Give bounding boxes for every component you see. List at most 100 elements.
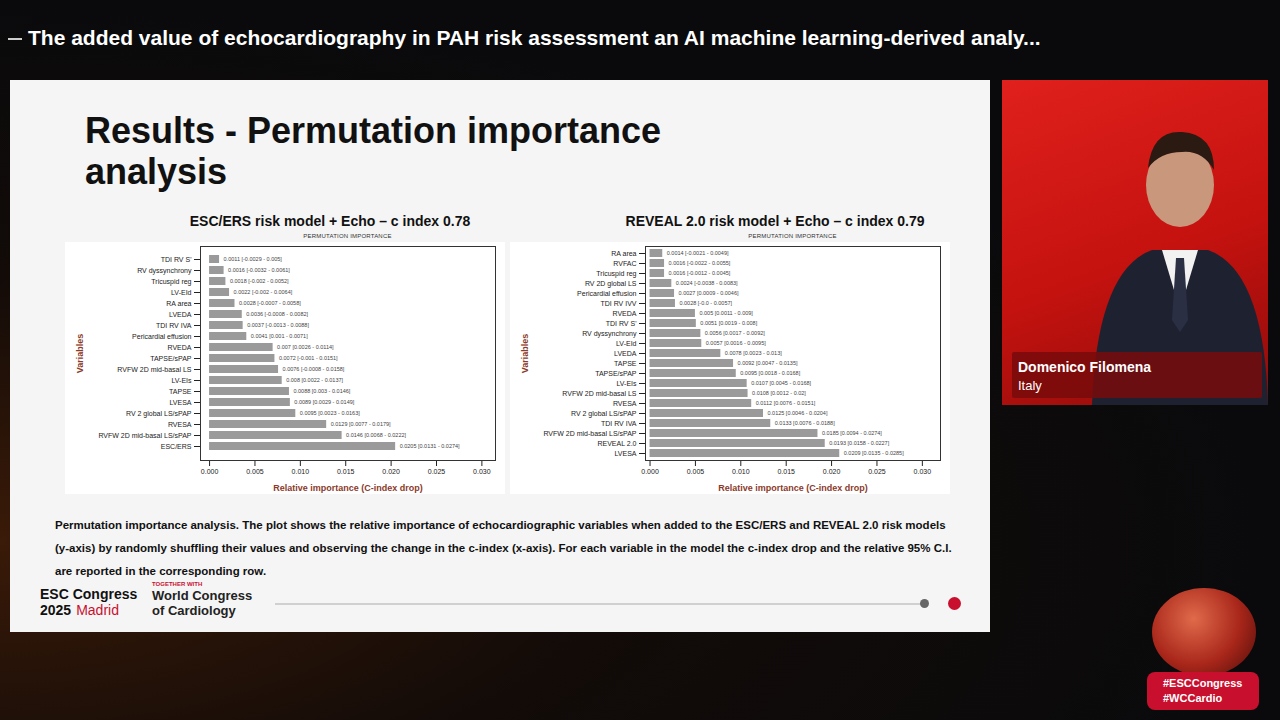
- svg-text:0.0205 [0.0131 - 0.0274]: 0.0205 [0.0131 - 0.0274]: [400, 443, 460, 449]
- svg-text:RV 2 global LS/sPAP: RV 2 global LS/sPAP: [126, 410, 192, 418]
- svg-text:TDI RV IVA: TDI RV IVA: [601, 420, 637, 427]
- svg-text:Relative importance (C-index d: Relative importance (C-index drop): [718, 483, 868, 493]
- svg-text:LVESA: LVESA: [614, 450, 636, 457]
- svg-text:TAPSE: TAPSE: [614, 360, 637, 367]
- svg-text:0.0185 [0.0094 - 0.0274]: 0.0185 [0.0094 - 0.0274]: [822, 430, 882, 436]
- svg-text:0.0092 [0.0047 - 0.0135]: 0.0092 [0.0047 - 0.0135]: [738, 360, 798, 366]
- svg-text:RVFW 2D mid-basal LS/sPAP: RVFW 2D mid-basal LS/sPAP: [98, 432, 191, 439]
- svg-text:0.0133 [0.0076 - 0.0188]: 0.0133 [0.0076 - 0.0188]: [775, 420, 835, 426]
- svg-text:0.0095 [0.0018 - 0.0168]: 0.0095 [0.0018 - 0.0168]: [740, 370, 800, 376]
- svg-text:0.0016 [-0.0032 - 0.0061]: 0.0016 [-0.0032 - 0.0061]: [228, 267, 290, 273]
- svg-text:RVFAC: RVFAC: [613, 260, 636, 267]
- svg-text:LV-EIs: LV-EIs: [171, 377, 192, 384]
- svg-text:0.005: 0.005: [687, 468, 705, 475]
- svg-text:0.007 [0.0026 - 0.0114]: 0.007 [0.0026 - 0.0114]: [277, 344, 334, 350]
- svg-text:0.0022 [-0.002 - 0.0064]: 0.0022 [-0.002 - 0.0064]: [234, 289, 293, 295]
- svg-text:0.0209 [0.0135 - 0.0285]: 0.0209 [0.0135 - 0.0285]: [844, 450, 904, 456]
- svg-text:TDI RV IVV: TDI RV IVV: [600, 300, 636, 307]
- svg-text:0.0016 [-0.0022 - 0.0055]: 0.0016 [-0.0022 - 0.0055]: [669, 260, 731, 266]
- svg-text:0.025: 0.025: [428, 468, 446, 475]
- svg-text:LVEDA: LVEDA: [169, 311, 192, 318]
- svg-text:0.0089 [0.0029 - 0.0149]: 0.0089 [0.0029 - 0.0149]: [294, 399, 354, 405]
- svg-text:0.0076 [-0.0008 - 0.0158]: 0.0076 [-0.0008 - 0.0158]: [283, 366, 345, 372]
- html-text:ESC/ERS risk model + Echo – c: ESC/ERS risk model + Echo – c index 0.78: [189, 213, 471, 229]
- html-text:Permutation importance analysi: Permutation importance analysis. The plo…: [55, 519, 952, 577]
- svg-text:0.0078 [0.0023 - 0.013]: 0.0078 [0.0023 - 0.013]: [725, 350, 782, 356]
- svg-text:Tricuspid reg: Tricuspid reg: [596, 270, 636, 278]
- svg-text:0.0051 [0.0019 - 0.008]: 0.0051 [0.0019 - 0.008]: [700, 320, 757, 326]
- svg-text:TAPSE: TAPSE: [169, 388, 192, 395]
- svg-text:0.0028 [-0.0 - 0.0057]: 0.0028 [-0.0 - 0.0057]: [679, 300, 732, 306]
- svg-text:0.0036 [-0.0008 - 0.0082]: 0.0036 [-0.0008 - 0.0082]: [246, 311, 308, 317]
- svg-text:RV dyssynchrony: RV dyssynchrony: [137, 267, 192, 275]
- svg-text:LV-EIs: LV-EIs: [616, 380, 637, 387]
- svg-text:0.005: 0.005: [246, 468, 264, 475]
- svg-text:LV-EId: LV-EId: [616, 340, 637, 347]
- svg-text:0.0088 [0.003 - 0.0146]: 0.0088 [0.003 - 0.0146]: [293, 388, 350, 394]
- svg-text:0.010: 0.010: [732, 468, 750, 475]
- svg-text:Variables: Variables: [520, 334, 530, 374]
- svg-text:RVFW 2D mid-basal LS/sPAP: RVFW 2D mid-basal LS/sPAP: [543, 430, 636, 437]
- svg-text:0.0146 [0.0068 - 0.0222]: 0.0146 [0.0068 - 0.0222]: [346, 432, 406, 438]
- svg-text:0.0014 [-0.0021 - 0.0049]: 0.0014 [-0.0021 - 0.0049]: [667, 250, 729, 256]
- svg-text:0.025: 0.025: [868, 468, 886, 475]
- svg-text:0.0125 [0.0046 - 0.0204]: 0.0125 [0.0046 - 0.0204]: [768, 410, 828, 416]
- svg-text:0.0016 [-0.0012 - 0.0045]: 0.0016 [-0.0012 - 0.0045]: [669, 270, 731, 276]
- svg-text:0.0193 [0.0158 - 0.0227]: 0.0193 [0.0158 - 0.0227]: [829, 440, 889, 446]
- svg-text:TDI RV IVA: TDI RV IVA: [156, 322, 192, 329]
- svg-text:0.000: 0.000: [641, 468, 659, 475]
- svg-text:0.0112 [0.0076 - 0.0151]: 0.0112 [0.0076 - 0.0151]: [756, 400, 816, 406]
- svg-text:0.0027 [0.0009 - 0.0046]: 0.0027 [0.0009 - 0.0046]: [679, 290, 739, 296]
- svg-text:LVEDA: LVEDA: [614, 350, 637, 357]
- svg-text:RV 2 global LS/sPAP: RV 2 global LS/sPAP: [571, 410, 637, 418]
- svg-text:0.0129 [0.0077 - 0.0179]: 0.0129 [0.0077 - 0.0179]: [331, 421, 391, 427]
- svg-text:RA area: RA area: [611, 250, 636, 257]
- svg-text:TDI RV S': TDI RV S': [606, 320, 637, 327]
- svg-text:Pericardial effusion: Pericardial effusion: [577, 290, 637, 297]
- svg-text:RA area: RA area: [166, 300, 191, 307]
- svg-text:0.0107 [0.0045 - 0.0168]: 0.0107 [0.0045 - 0.0168]: [751, 380, 811, 386]
- svg-text:Pericardial effusion: Pericardial effusion: [132, 333, 192, 340]
- svg-text:RVEDA: RVEDA: [168, 344, 192, 351]
- svg-text:RVFW 2D mid-basal LS: RVFW 2D mid-basal LS: [117, 366, 192, 373]
- svg-text:RVEDA: RVEDA: [613, 310, 637, 317]
- svg-text:0.0024 [-0.0038 - 0.0083]: 0.0024 [-0.0038 - 0.0083]: [676, 280, 738, 286]
- svg-text:TAPSE/sPAP: TAPSE/sPAP: [150, 355, 192, 362]
- svg-text:0.0041 [0.001 - 0.0071]: 0.0041 [0.001 - 0.0071]: [251, 333, 308, 339]
- svg-text:0.0108 [0.0012 - 0.02]: 0.0108 [0.0012 - 0.02]: [752, 390, 806, 396]
- svg-text:RV dyssynchrony: RV dyssynchrony: [582, 330, 637, 338]
- svg-text:0.0011 [-0.0029 - 0.005]: 0.0011 [-0.0029 - 0.005]: [224, 256, 283, 262]
- svg-text:0.0028 [-0.0007 - 0.0058]: 0.0028 [-0.0007 - 0.0058]: [239, 300, 301, 306]
- svg-text:ESC/ERS: ESC/ERS: [161, 443, 192, 450]
- svg-text:0.015: 0.015: [337, 468, 355, 475]
- svg-text:0.0095 [0.0023 - 0.0163]: 0.0095 [0.0023 - 0.0163]: [300, 410, 360, 416]
- svg-text:0.010: 0.010: [292, 468, 310, 475]
- svg-text:0.000: 0.000: [201, 468, 219, 475]
- svg-text:RVESA: RVESA: [168, 421, 192, 428]
- svg-text:LVESA: LVESA: [169, 399, 191, 406]
- svg-text:0.030: 0.030: [473, 468, 491, 475]
- svg-text:Variables: Variables: [75, 334, 85, 374]
- svg-text:LV-EId: LV-EId: [171, 289, 192, 296]
- svg-text:RVESA: RVESA: [613, 400, 637, 407]
- svg-text:TAPSE/sPAP: TAPSE/sPAP: [595, 370, 637, 377]
- svg-text:0.0018 [-0.002 - 0.0052]: 0.0018 [-0.002 - 0.0052]: [230, 278, 289, 284]
- svg-text:0.0037 [-0.0013 - 0.0088]: 0.0037 [-0.0013 - 0.0088]: [247, 322, 309, 328]
- html-text:Results - Permutation importan: Results - Permutation importance analysi…: [85, 110, 662, 193]
- svg-text:0.015: 0.015: [777, 468, 795, 475]
- svg-text:Tricuspid reg: Tricuspid reg: [151, 278, 191, 286]
- svg-text:0.008 [0.0022 - 0.0137]: 0.008 [0.0022 - 0.0137]: [286, 377, 343, 383]
- svg-text:0.030: 0.030: [914, 468, 932, 475]
- svg-text:REVEAL 2.0: REVEAL 2.0: [597, 440, 636, 447]
- svg-text:0.0056 [0.0017 - 0.0092]: 0.0056 [0.0017 - 0.0092]: [705, 330, 765, 336]
- svg-text:0.0057 [0.0016 - 0.0095]: 0.0057 [0.0016 - 0.0095]: [706, 340, 766, 346]
- svg-text:RV 2D global LS: RV 2D global LS: [585, 280, 637, 288]
- svg-text:Relative importance (C-index d: Relative importance (C-index drop): [273, 483, 423, 493]
- svg-text:0.005 [0.0011 - 0.009]: 0.005 [0.0011 - 0.009]: [699, 310, 753, 316]
- svg-text:TDI RV S': TDI RV S': [161, 256, 192, 263]
- svg-text:RVFW 2D mid-basal LS: RVFW 2D mid-basal LS: [562, 390, 637, 397]
- html-text:The added value of echocardiog: The added value of echocardiography in P…: [28, 26, 1041, 49]
- svg-text:0.020: 0.020: [382, 468, 400, 475]
- svg-text:0.0072 [-0.001 - 0.0151]: 0.0072 [-0.001 - 0.0151]: [279, 355, 338, 361]
- svg-text:0.020: 0.020: [823, 468, 841, 475]
